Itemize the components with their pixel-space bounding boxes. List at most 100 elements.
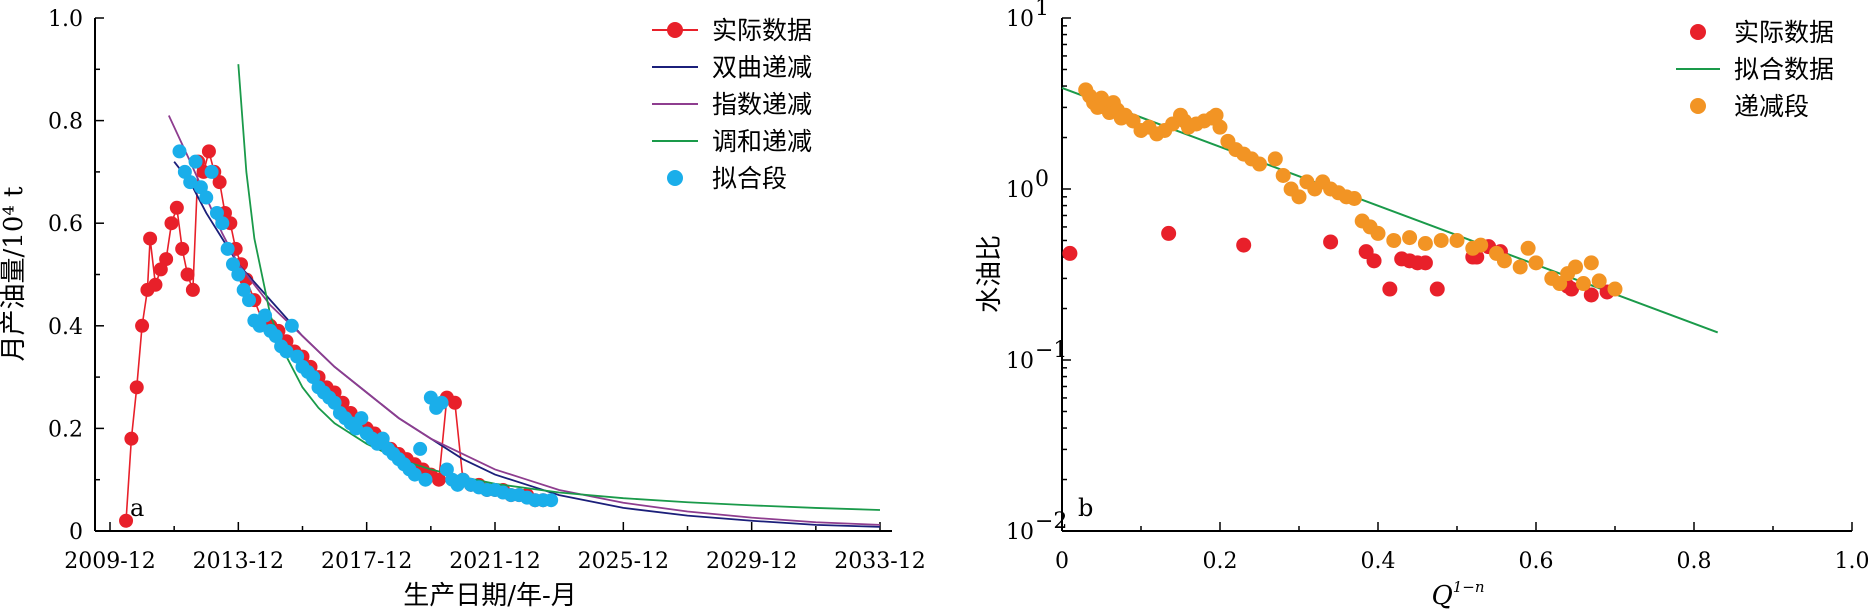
- panel-b-data-point: [1366, 253, 1382, 269]
- panel-a-data-point: [306, 370, 321, 385]
- panel-a-data-point: [188, 154, 203, 169]
- panel-b-y-tick-exponent: 1: [1035, 0, 1049, 21]
- panel-b-data-point: [1520, 240, 1536, 256]
- panel-a-data-point: [159, 252, 174, 267]
- panel-a-data-point: [135, 318, 150, 333]
- panel-a-data-point: [447, 395, 462, 410]
- panel-b-data-point: [1402, 230, 1418, 246]
- panel-a-data-point: [375, 431, 390, 446]
- panel-a-data-point: [252, 318, 267, 333]
- panel-b-legend-swatch-marker: [1690, 24, 1706, 40]
- panel-b-y-axis-title: 水油比: [975, 235, 1005, 313]
- panel-a-data-point: [290, 349, 305, 364]
- panel-b-x-tick-label: 0.2: [1203, 549, 1238, 574]
- panel-a-data-point: [279, 344, 294, 359]
- panel-a-data-point: [153, 262, 168, 277]
- panel-a-data-point: [418, 472, 433, 487]
- panel-a-data-point: [185, 282, 200, 297]
- panel-a-data-point: [204, 164, 219, 179]
- panel-b-data-point: [1564, 281, 1580, 297]
- panel-a-data-point: [177, 164, 192, 179]
- panel-b-data-point: [1512, 259, 1528, 275]
- panel-a-data-point: [431, 472, 446, 487]
- panel-b-y-tick-label: 10: [1006, 7, 1034, 32]
- panel-a-legend-label: 指数递减: [712, 90, 812, 119]
- panel-b-data-point: [1417, 236, 1433, 252]
- panel-a-y-tick-label: 0.4: [48, 315, 83, 340]
- panel-a-data-point: [258, 308, 273, 323]
- panel-b-data-point: [1062, 245, 1078, 261]
- panel-a-data-point: [183, 175, 198, 190]
- panel-a-data-point: [119, 513, 134, 528]
- panel-a-data-point: [148, 277, 163, 292]
- panel-b-data-point: [1346, 190, 1362, 206]
- panel-a-data-point: [180, 267, 195, 282]
- panel-a-series-line-0: [125, 148, 544, 521]
- panel-a-data-point: [231, 267, 246, 282]
- panel-b-legend-label: 递减段: [1734, 92, 1809, 121]
- panel-a-data-point: [348, 421, 363, 436]
- panel-b-x-tick-label: 0.6: [1519, 549, 1554, 574]
- panel-a-data-point: [201, 144, 216, 159]
- panel-b-x-tick-label: 0: [1055, 549, 1069, 574]
- panel-b-data-point: [1433, 232, 1449, 248]
- panel-b-x-tick-label: 0.8: [1677, 549, 1712, 574]
- panel-a-data-point: [434, 395, 449, 410]
- panel-a-data-point: [215, 216, 230, 231]
- panel-b-data-point: [1252, 156, 1267, 172]
- panel-b-data-point: [1236, 237, 1252, 253]
- panel-b-y-tick-label: 10: [1006, 178, 1034, 203]
- panel-b-x-tick-label: 0.4: [1361, 549, 1396, 574]
- panel-b-data-point: [1591, 273, 1607, 289]
- panel-a-y-tick-label: 0: [69, 520, 83, 545]
- panel-b-data-point: [1386, 232, 1402, 248]
- panel-a-data-point: [143, 231, 158, 246]
- panel-a-x-tick-label: 2009-12: [64, 549, 155, 574]
- panel-b-x-axis-title-superscript: 1−n: [1453, 578, 1485, 596]
- panel-b-data-point: [1417, 255, 1433, 271]
- panel-a-y-axis-title: 月产油量/10⁴ t: [0, 186, 29, 362]
- panel-a-data-point: [220, 241, 235, 256]
- panel-b-data-point: [1323, 234, 1339, 250]
- panel-b-data-point: [1449, 232, 1465, 248]
- panel-b-data-point: [1583, 255, 1599, 271]
- panel-a-data-point: [175, 241, 190, 256]
- panel-b-x-axis-title: Q1−n: [1431, 578, 1484, 611]
- panel-a-data-point: [225, 257, 240, 272]
- panel-b-data-point: [1382, 281, 1398, 297]
- panel-b-y-tick-label: 10: [1006, 520, 1034, 545]
- panel-a-legend-swatch-marker: [667, 22, 683, 38]
- panel-a-data-point: [544, 493, 559, 508]
- panel-a-data-point: [212, 175, 227, 190]
- panel-b-data-point: [1267, 151, 1283, 167]
- panel-a-y-tick-label: 0.6: [48, 212, 83, 237]
- panel-b-legend-swatch-marker: [1690, 98, 1706, 114]
- panel-a-y-tick-label: 0.8: [48, 110, 83, 135]
- panel-a-legend-label: 调和递减: [712, 127, 812, 156]
- panel-a-data-point: [164, 216, 179, 231]
- panel-a-data-point: [169, 200, 184, 215]
- panel-a-series-line-2: [168, 115, 881, 526]
- panel-b-legend-label: 实际数据: [1734, 18, 1834, 47]
- panel-a-legend-label: 双曲递减: [712, 53, 812, 82]
- panel-a-x-tick-label: 2017-12: [321, 549, 412, 574]
- panel-b-data-point: [1583, 287, 1599, 303]
- panel-a-x-axis-title: 生产日期/年-月: [403, 581, 577, 611]
- panel-b-data-point: [1291, 189, 1307, 205]
- panel-a-data-point: [129, 380, 144, 395]
- panel-b-data-point: [1208, 107, 1224, 123]
- panel-a-data-point: [268, 329, 283, 344]
- panel-a-data-point: [242, 293, 257, 308]
- panel-a-legend-label: 拟合段: [712, 164, 787, 193]
- panel-a-data-point: [209, 205, 224, 220]
- panel-b-y-tick-exponent: 0: [1035, 167, 1049, 192]
- panel-a-label: a: [130, 494, 144, 522]
- panel-a-x-tick-label: 2013-12: [193, 549, 284, 574]
- panel-b-data-point: [1473, 237, 1489, 253]
- panel-a-data-point: [413, 441, 428, 456]
- panel-b-y-tick-exponent: −1: [1035, 338, 1067, 363]
- panel-b-data-point: [1275, 167, 1291, 183]
